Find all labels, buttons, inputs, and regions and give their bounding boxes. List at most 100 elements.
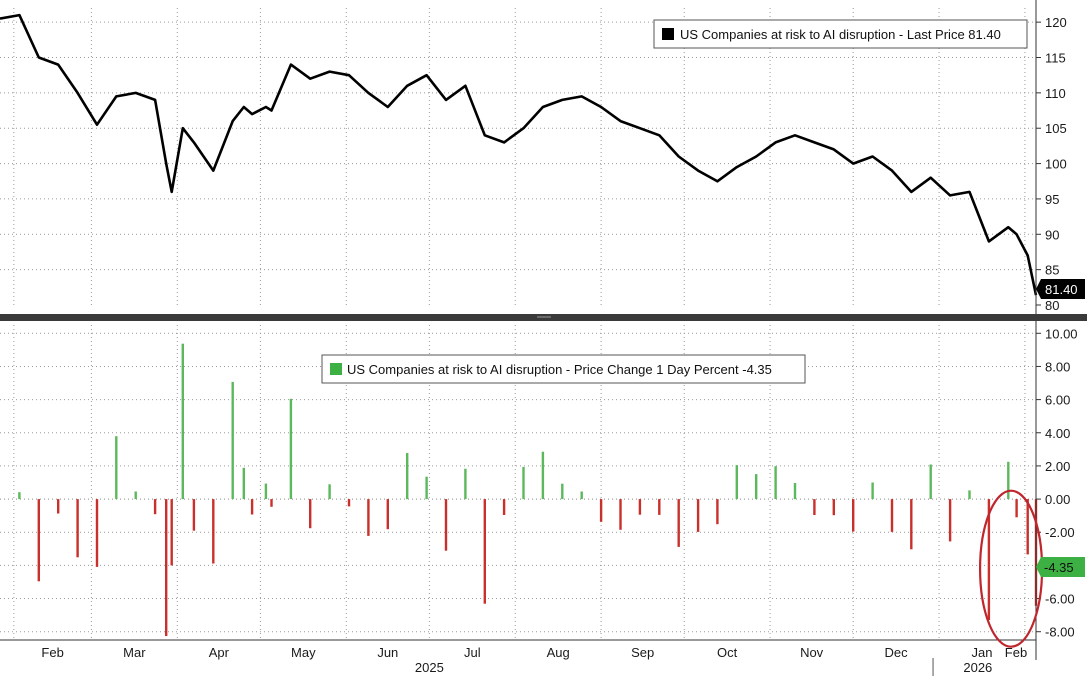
- daily-change-bar: [929, 464, 932, 499]
- top-legend-label: US Companies at risk to AI disruption - …: [680, 27, 1001, 42]
- daily-change-bar: [793, 483, 797, 500]
- bottom-legend-swatch: [330, 363, 342, 375]
- month-tick-label: May: [291, 645, 316, 660]
- daily-change-bar: [264, 483, 268, 500]
- daily-change-bar: [948, 499, 952, 542]
- daily-change-bar: [406, 453, 409, 500]
- bottom-last-value-label: -4.35: [1044, 560, 1074, 575]
- daily-change-bar: [502, 499, 506, 515]
- bottom-y-tick-label: -6.00: [1045, 592, 1075, 607]
- month-tick-label: Dec: [885, 645, 909, 660]
- daily-change-bar: [425, 476, 428, 500]
- price-line: [0, 13, 1038, 296]
- daily-change-bar: [599, 499, 603, 522]
- daily-change-bar: [968, 490, 971, 500]
- daily-change-bar: [37, 499, 40, 582]
- daily-change-bar: [270, 499, 273, 507]
- daily-change-bar: [638, 499, 642, 515]
- daily-change-bar: [735, 465, 738, 500]
- daily-change-bar: [813, 499, 816, 515]
- daily-change-bar: [309, 499, 312, 529]
- bottom-y-tick-label: 6.00: [1045, 393, 1070, 408]
- daily-change-bar: [755, 474, 758, 500]
- daily-change-bar: [367, 499, 370, 536]
- month-tick-label: Mar: [123, 645, 146, 660]
- top-panel-grid: [0, 8, 1036, 305]
- month-tick-label: Jan: [971, 645, 992, 660]
- daily-change-bar: [987, 499, 991, 620]
- daily-change-bar: [181, 343, 184, 500]
- top-y-tick-label: 95: [1045, 192, 1059, 207]
- bottom-legend-box: [321, 354, 806, 384]
- daily-change-bar: [231, 381, 234, 500]
- month-tick-label: Nov: [800, 645, 824, 660]
- month-tick-label: Feb: [1005, 645, 1027, 660]
- daily-change-bar: [57, 499, 60, 514]
- daily-change-bar: [1007, 461, 1010, 500]
- bottom-panel-y-axis: -8.00-6.00-4.00-2.000.002.004.006.008.00…: [1036, 326, 1078, 640]
- bottom-legend-label: US Companies at risk to AI disruption - …: [347, 362, 772, 377]
- top-y-tick-label: 80: [1045, 298, 1059, 313]
- daily-change-bar: [483, 499, 486, 604]
- top-y-tick-label: 100: [1045, 157, 1067, 172]
- daily-change-bar: [76, 499, 79, 558]
- daily-change-bar: [212, 499, 215, 564]
- month-tick-label: Oct: [717, 645, 738, 660]
- bottom-y-tick-label: 8.00: [1045, 359, 1070, 374]
- month-tick-label: Jul: [464, 645, 481, 660]
- daily-change-bar: [347, 499, 351, 507]
- bottom-legend: US Companies at risk to AI disruption - …: [321, 354, 806, 384]
- daily-change-bar: [522, 466, 525, 500]
- daily-change-bar: [464, 468, 467, 500]
- top-last-value-label: 81.40: [1045, 282, 1078, 297]
- daily-change-bar: [852, 499, 855, 532]
- daily-change-bar: [658, 499, 661, 515]
- top-legend: US Companies at risk to AI disruption - …: [653, 19, 1028, 49]
- daily-change-bar: [134, 491, 137, 500]
- daily-change-bar: [386, 499, 389, 530]
- daily-change-bar: [165, 499, 168, 636]
- daily-change-bar: [170, 499, 173, 566]
- top-y-tick-label: 115: [1045, 51, 1066, 66]
- month-tick-label: Jun: [377, 645, 398, 660]
- daily-change-bars: [0, 343, 1038, 636]
- top-y-tick-label: 85: [1045, 263, 1059, 278]
- daily-change-bar: [1015, 499, 1018, 518]
- x-axis: Feb Mar Apr May Jun Jul Aug Sep Oct Nov Dec Jan Feb 2…: [41, 645, 1027, 676]
- daily-change-bar: [541, 451, 545, 500]
- daily-change-bar: [580, 491, 583, 500]
- daily-change-bar: [677, 499, 680, 547]
- month-tick-label: Aug: [547, 645, 570, 660]
- daily-change-bar: [95, 499, 99, 567]
- top-y-tick-label: 90: [1045, 227, 1059, 242]
- daily-change-bar: [250, 499, 254, 515]
- bottom-y-tick-label: -2.00: [1045, 525, 1075, 540]
- daily-change-bar: [242, 467, 245, 500]
- daily-change-bar: [444, 499, 448, 551]
- top-y-tick-label: 105: [1045, 121, 1067, 136]
- panel-divider[interactable]: [0, 0, 1087, 660]
- daily-change-bar: [910, 499, 913, 550]
- daily-change-bar: [289, 398, 293, 499]
- bottom-y-tick-label: 2.00: [1045, 459, 1070, 474]
- daily-change-bar: [890, 499, 894, 532]
- price-line-series: [0, 13, 1038, 296]
- daily-change-bar: [696, 499, 700, 532]
- bottom-y-tick-label: -8.00: [1045, 625, 1075, 640]
- daily-change-bar: [18, 492, 21, 500]
- month-tick-label: Apr: [209, 645, 230, 660]
- top-panel-y-axis: 80 85 90 95 100 105 110 115 120: [1036, 15, 1067, 313]
- daily-change-bar: [1026, 499, 1029, 555]
- daily-change-bar: [561, 483, 564, 500]
- top-legend-box: [653, 19, 1028, 49]
- year-tick-label: 2025: [415, 660, 444, 675]
- month-tick-label: Feb: [41, 645, 63, 660]
- year-tick-label: 2026: [963, 660, 992, 675]
- daily-change-bar: [832, 499, 835, 516]
- daily-change-bar: [153, 499, 157, 515]
- top-y-tick-label: 120: [1045, 15, 1067, 30]
- daily-change-bar: [192, 499, 196, 531]
- top-last-value-tag: 81.40: [1036, 279, 1085, 299]
- daily-change-bar: [619, 499, 622, 530]
